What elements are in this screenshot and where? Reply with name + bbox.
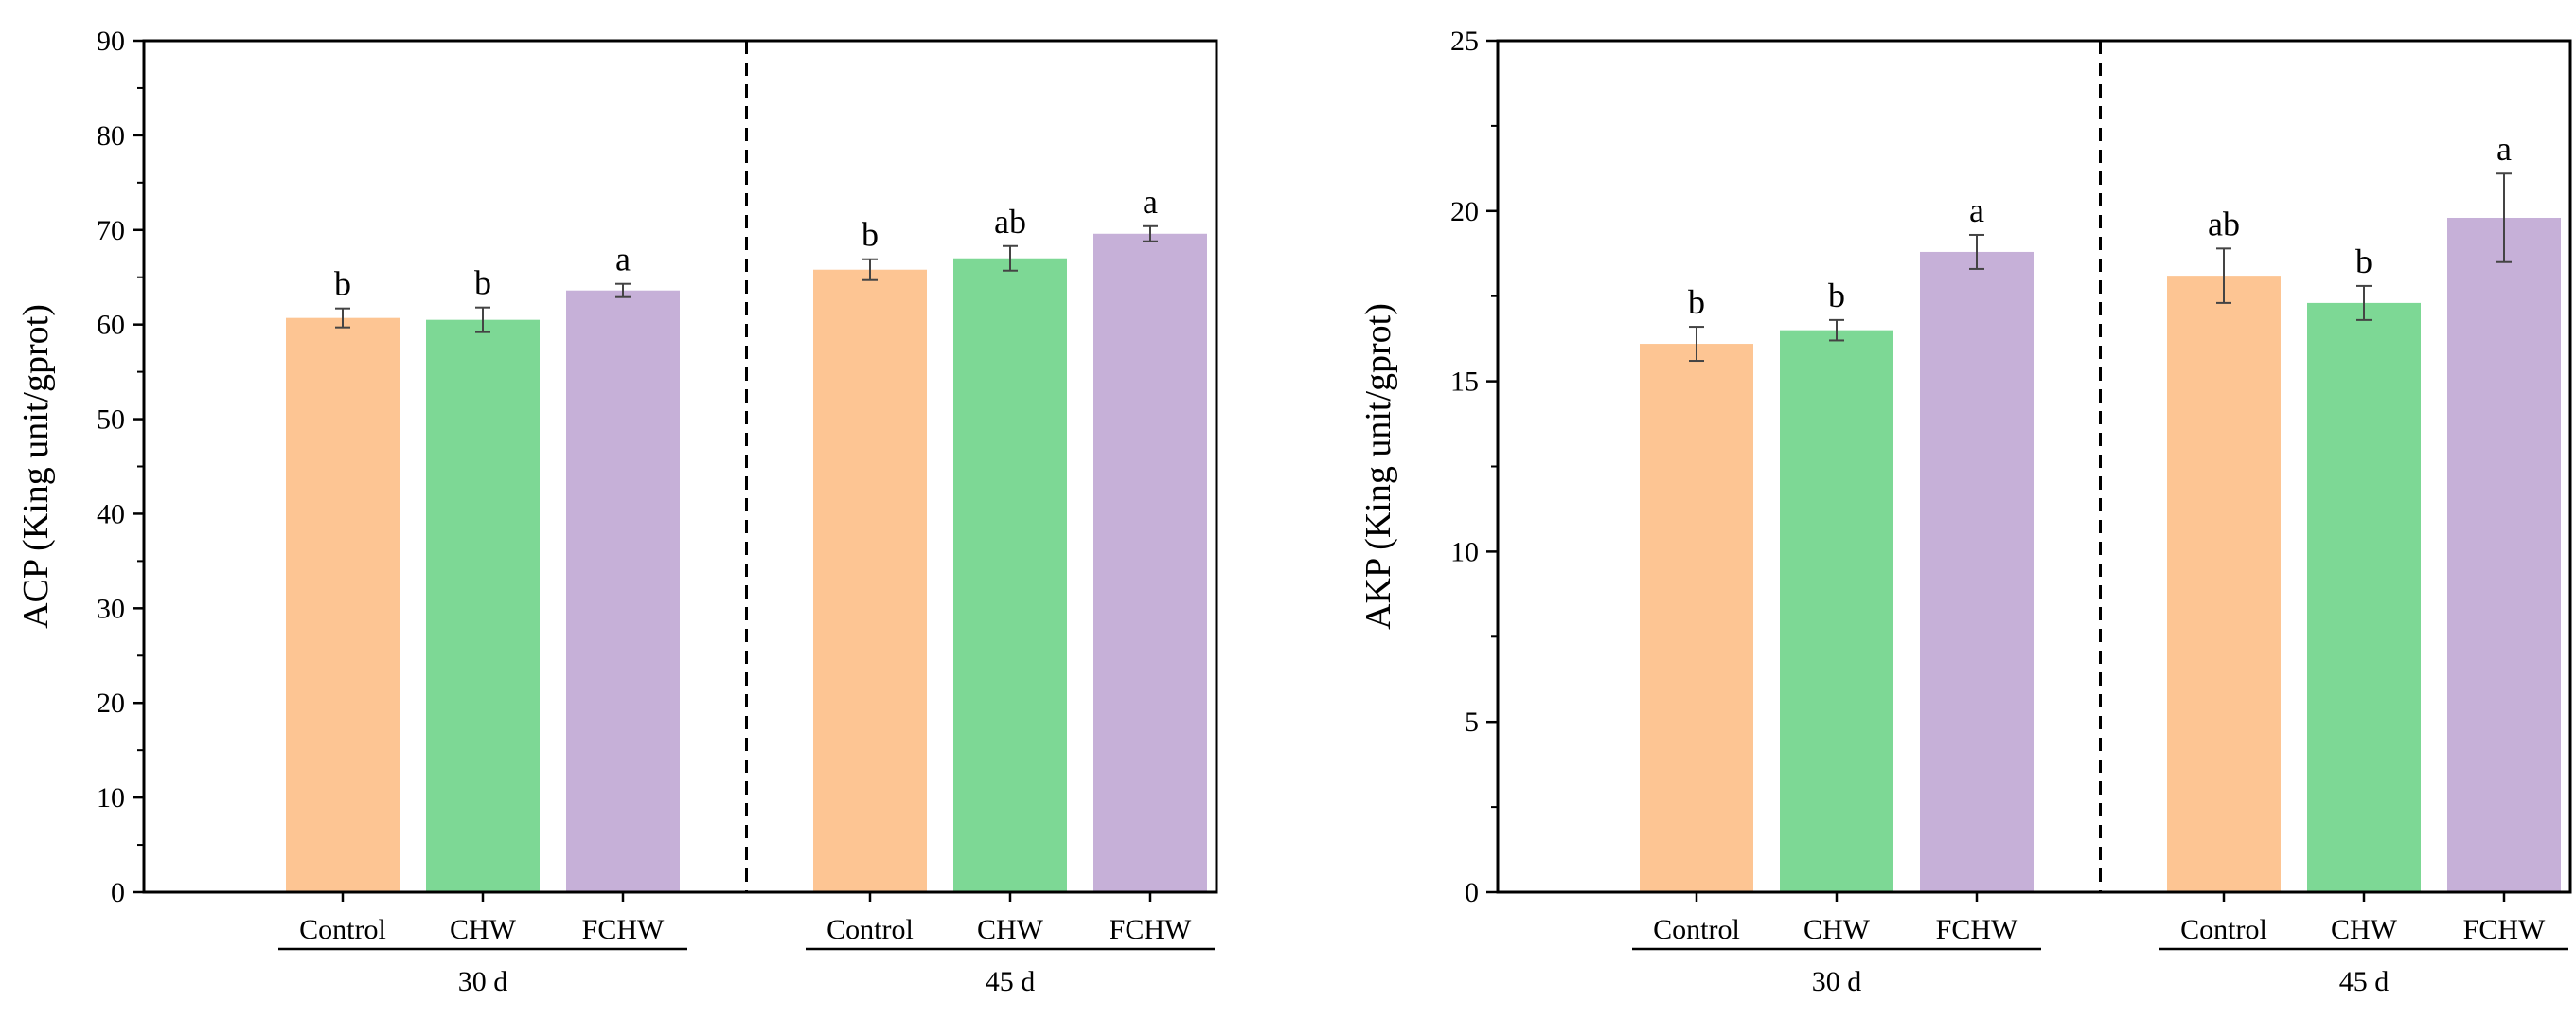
y-tick-label: 0 [1465,877,1479,908]
significance-label: b [1828,277,1845,314]
significance-label: b [1688,283,1705,321]
y-tick-label: 80 [97,120,125,152]
y-axis-title: AKP (King unit/gprot) [1359,303,1398,630]
bar-chw-45d [2307,302,2421,893]
bar-chw-30d [1780,330,1893,892]
y-tick-label: 10 [1450,536,1479,567]
significance-label: b [334,265,351,303]
y-tick-label: 70 [97,215,125,246]
bar-control-45d [2167,276,2281,892]
significance-label: b [474,264,491,302]
significance-label: a [615,241,631,278]
category-label: FCHW [1936,914,2018,945]
y-tick-label: 15 [1450,367,1479,398]
category-label: Control [2180,914,2267,945]
significance-label: a [1969,191,1984,229]
category-label: FCHW [2463,914,2546,945]
bar-control-30d [286,317,400,892]
significance-label: b [862,216,879,254]
y-tick-label: 90 [97,26,125,57]
chart-panel-2: b Control b CHW a FCHW 30 d ab Control b CHW a FCHW 4… [1359,26,2572,997]
y-tick-label: 25 [1450,26,1479,57]
group-label: 30 d [1812,966,1862,997]
category-label: Control [826,914,914,945]
significance-label: a [2496,130,2512,168]
bar-chw-45d [953,258,1067,892]
significance-label: ab [2208,205,2240,242]
bar-fchw-30d [1920,251,2034,892]
y-tick-label: 50 [97,404,125,436]
category-label: CHW [977,914,1044,945]
significance-label: ab [994,203,1026,241]
group-label: 45 d [2339,966,2389,997]
bar-fchw-45d [2447,217,2561,892]
bar-control-45d [813,269,927,893]
y-tick-label: 10 [97,782,125,814]
category-label: FCHW [582,914,665,945]
significance-label: b [2355,242,2372,280]
category-label: CHW [450,914,517,945]
category-label: CHW [1803,914,1871,945]
y-tick-label: 0 [111,877,125,908]
y-tick-label: 5 [1465,707,1479,738]
bar-control-30d [1640,344,1753,892]
bar-chw-30d [426,319,540,892]
chart-panel-1: b Control b CHW a FCHW 30 d b Control ab CHW a FCHW 4… [16,26,1218,997]
y-tick-label: 30 [97,593,125,624]
category-label: Control [1653,914,1740,945]
bar-fchw-30d [566,290,680,892]
y-tick-label: 60 [97,310,125,341]
y-tick-label: 40 [97,498,125,529]
category-label: CHW [2331,914,2398,945]
group-label: 30 d [458,966,508,997]
y-axis-title: ACP (King unit/gprot) [16,304,56,629]
group-label: 45 d [986,966,1036,997]
significance-label: a [1143,183,1158,221]
y-tick-label: 20 [1450,196,1479,227]
category-label: Control [299,914,386,945]
bar-fchw-45d [1093,233,1207,893]
category-label: FCHW [1110,914,1192,945]
y-tick-label: 20 [97,688,125,719]
